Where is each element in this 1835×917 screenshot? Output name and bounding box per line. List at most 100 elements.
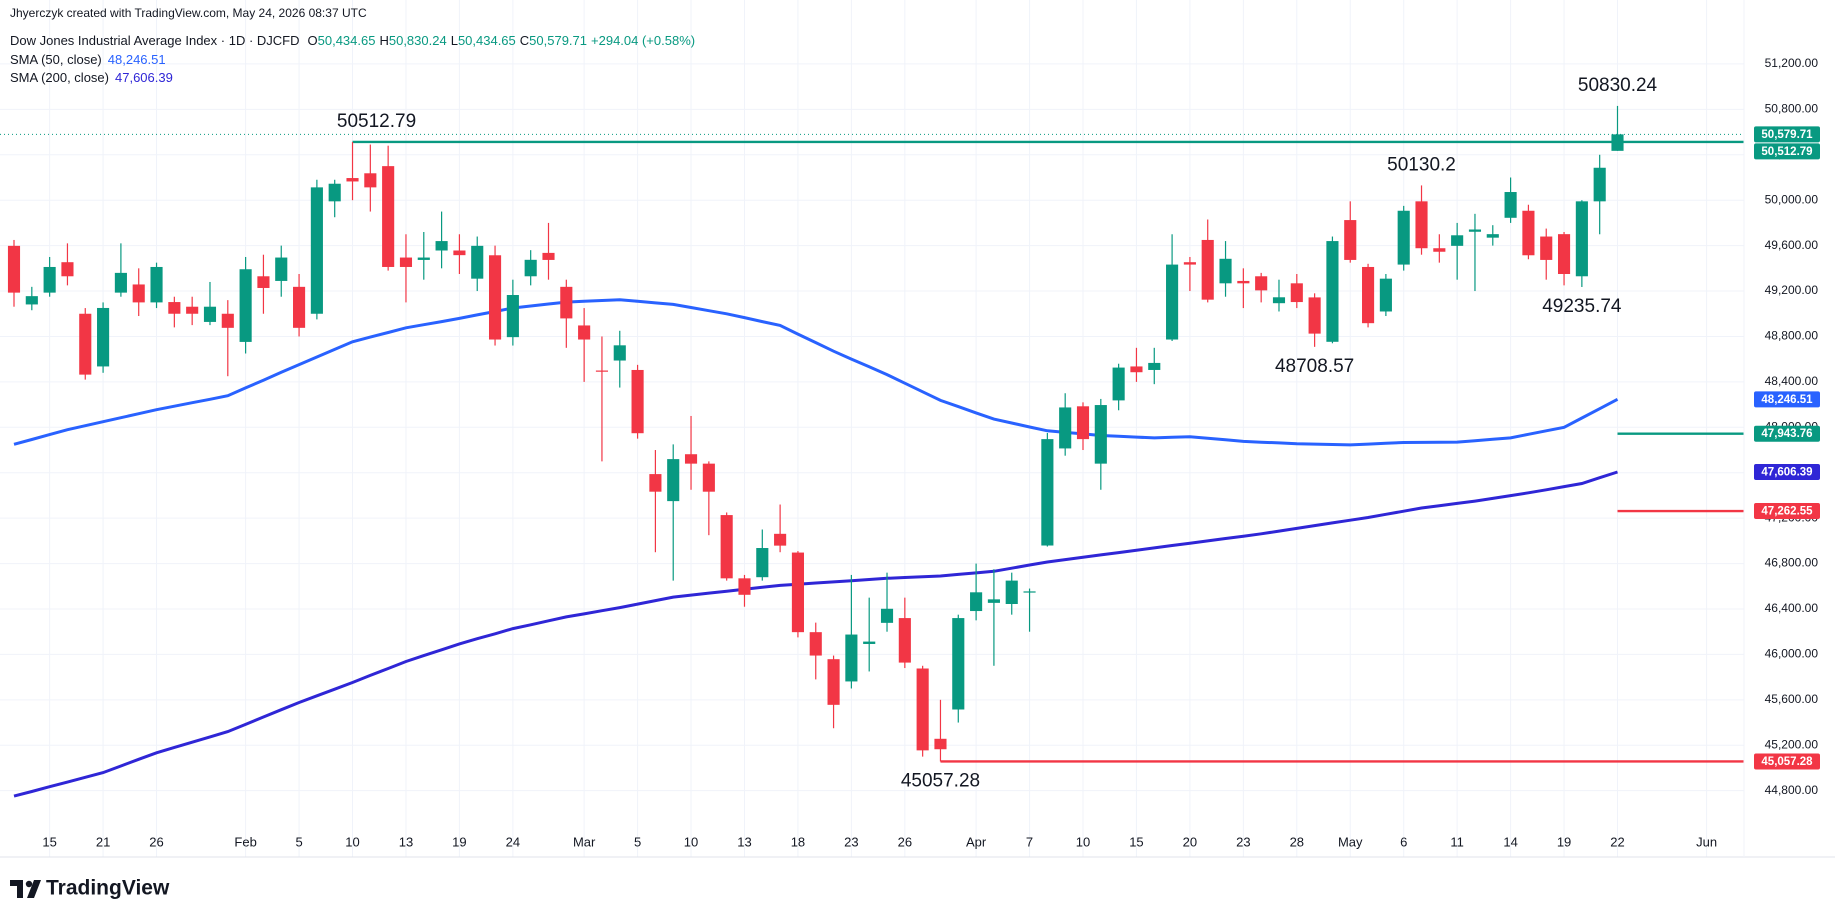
indicator-name: SMA (200, close) <box>10 70 109 85</box>
candle-body <box>203 306 217 322</box>
candle-body <box>168 302 181 314</box>
x-tick-label: 24 <box>506 834 520 849</box>
brand: TradingView <box>46 877 170 900</box>
candle-body <box>364 173 377 188</box>
x-tick-label: 14 <box>1503 834 1517 849</box>
candle-body <box>649 474 662 492</box>
x-tick-label: 19 <box>452 834 466 849</box>
candle-body <box>1326 241 1339 342</box>
indicator-name: SMA (50, close) <box>10 52 102 67</box>
logo: TradingView <box>10 877 170 900</box>
candle-body <box>257 276 270 288</box>
candle-body <box>382 166 395 267</box>
candle-body <box>952 618 965 710</box>
x-tick-label: Mar <box>573 834 596 849</box>
y-tick-label: 49,600.00 <box>1765 238 1819 252</box>
candle-body <box>863 641 876 644</box>
candle-body <box>578 325 591 340</box>
y-tick-label: 48,800.00 <box>1765 329 1819 343</box>
candle-body <box>827 659 840 705</box>
y-tick-label: 46,000.00 <box>1765 647 1819 661</box>
candle-body <box>880 608 894 623</box>
price-tag-label: 47,943.76 <box>1761 428 1812 440</box>
candle-body <box>506 295 519 338</box>
candle-body <box>328 183 341 202</box>
candle-body <box>1166 264 1179 340</box>
candle-body <box>1397 210 1410 265</box>
candle-body <box>738 578 751 595</box>
candle-body <box>97 307 110 367</box>
sma-line <box>13 470 1618 798</box>
candle-body <box>1112 367 1125 401</box>
price-tag-label: 47,606.39 <box>1761 467 1812 479</box>
candle-body <box>471 245 484 279</box>
candle-body <box>702 463 715 492</box>
logo-icon <box>10 880 41 898</box>
y-tick-label: 46,400.00 <box>1765 601 1819 615</box>
ohlc-value: 50,579.71 <box>529 33 588 48</box>
candle-body <box>1148 362 1161 370</box>
indicator-row: SMA (200, close) 47,606.39 <box>10 69 177 87</box>
ohlc-key: L <box>450 33 458 48</box>
candle-body <box>1379 278 1392 312</box>
legend: Dow Jones Industrial Average Index · 1D … <box>10 33 699 48</box>
y-tick-label: 45,600.00 <box>1765 692 1819 706</box>
candle-body <box>7 245 21 293</box>
x-tick-label: 26 <box>898 834 912 849</box>
x-tick-label: 21 <box>96 834 110 849</box>
symbol-title: Dow Jones Industrial Average Index · 1D … <box>10 33 300 48</box>
price-tag-label: 47,262.55 <box>1761 506 1813 518</box>
candle-body <box>275 257 288 281</box>
x-tick-label: 5 <box>634 834 641 849</box>
x-tick-label: 22 <box>1610 834 1624 849</box>
x-tick-label: 13 <box>737 834 751 849</box>
price-tag <box>1754 753 1820 770</box>
candle-body <box>186 306 199 314</box>
candle-body <box>79 313 92 375</box>
candle-body <box>453 250 466 256</box>
candle-body <box>987 599 1000 603</box>
candle-body <box>221 313 234 328</box>
grid <box>0 0 1744 857</box>
candle-body <box>1059 407 1072 449</box>
annotations: 50512.79 50830.24 50130.2 48708.57 49235… <box>337 75 1658 792</box>
annotation: 49235.74 <box>1542 296 1622 317</box>
candle-body <box>1593 167 1606 202</box>
annotation: 48708.57 <box>1275 356 1354 377</box>
sma-line <box>13 298 1619 447</box>
price-tag <box>1754 391 1820 408</box>
price-tag <box>1754 464 1820 481</box>
candle-body <box>293 286 306 328</box>
price-tag <box>1754 425 1820 442</box>
ohlc-value: 50,830.24 <box>388 33 447 48</box>
candle-body <box>1094 405 1107 464</box>
ohlc-value: 50,434.65 <box>317 33 376 48</box>
candle-body <box>613 345 626 361</box>
y-tick-label: 45,200.00 <box>1765 737 1819 751</box>
ohlc-key: O <box>307 33 318 48</box>
x-tick-label: Apr <box>966 834 987 849</box>
y-tick-label: 49,200.00 <box>1765 283 1819 297</box>
annotation: 50512.79 <box>337 111 416 132</box>
candle-body <box>791 552 804 633</box>
indicator-value: 48,246.51 <box>107 52 166 67</box>
candle-body <box>1451 235 1464 246</box>
candle-body <box>898 618 911 663</box>
price-tag-label: 45,057.28 <box>1761 756 1813 768</box>
candle-body <box>239 269 252 342</box>
candle-body <box>1433 248 1446 252</box>
candle-body <box>1023 591 1036 593</box>
candle-body <box>1201 239 1214 300</box>
annotation: 50130.2 <box>1387 154 1456 175</box>
candle-body <box>1041 439 1054 546</box>
candle-body <box>1076 406 1090 440</box>
x-tick-label: 7 <box>1026 834 1033 849</box>
candle-body <box>684 454 698 464</box>
candle-body <box>1468 229 1482 232</box>
ohlc-key: H <box>379 33 389 48</box>
x-tick-label: 10 <box>1076 834 1090 849</box>
price-tag <box>1754 143 1820 160</box>
y-tick-label: 44,800.00 <box>1765 783 1819 797</box>
annotation: 45057.28 <box>901 770 980 791</box>
